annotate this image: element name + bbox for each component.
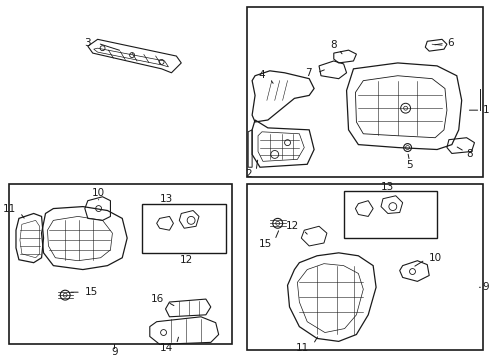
Text: 13: 13 xyxy=(160,194,173,204)
Text: 6: 6 xyxy=(447,38,454,48)
Text: 9: 9 xyxy=(482,282,489,292)
Text: 13: 13 xyxy=(381,182,394,192)
Text: 10: 10 xyxy=(429,253,442,263)
Bar xyxy=(343,191,437,238)
Text: 8: 8 xyxy=(330,40,337,50)
Bar xyxy=(9,184,232,344)
Text: 9: 9 xyxy=(111,347,118,357)
Text: 3: 3 xyxy=(84,38,91,48)
Text: 11: 11 xyxy=(3,203,16,213)
Text: 14: 14 xyxy=(160,343,173,353)
Bar xyxy=(247,7,483,177)
Text: 2: 2 xyxy=(245,169,252,179)
Bar xyxy=(247,184,483,350)
Text: 11: 11 xyxy=(296,343,309,353)
Bar xyxy=(142,204,225,253)
Text: 4: 4 xyxy=(258,70,265,80)
Text: 8: 8 xyxy=(466,149,473,159)
Text: 12: 12 xyxy=(286,221,299,231)
Text: 12: 12 xyxy=(179,255,193,265)
Text: 16: 16 xyxy=(150,294,164,304)
Text: 15: 15 xyxy=(85,287,98,297)
Text: 1: 1 xyxy=(482,105,489,115)
Text: 10: 10 xyxy=(92,188,105,198)
Text: 15: 15 xyxy=(259,239,272,249)
Text: 7: 7 xyxy=(305,68,312,78)
Text: 5: 5 xyxy=(406,160,413,170)
